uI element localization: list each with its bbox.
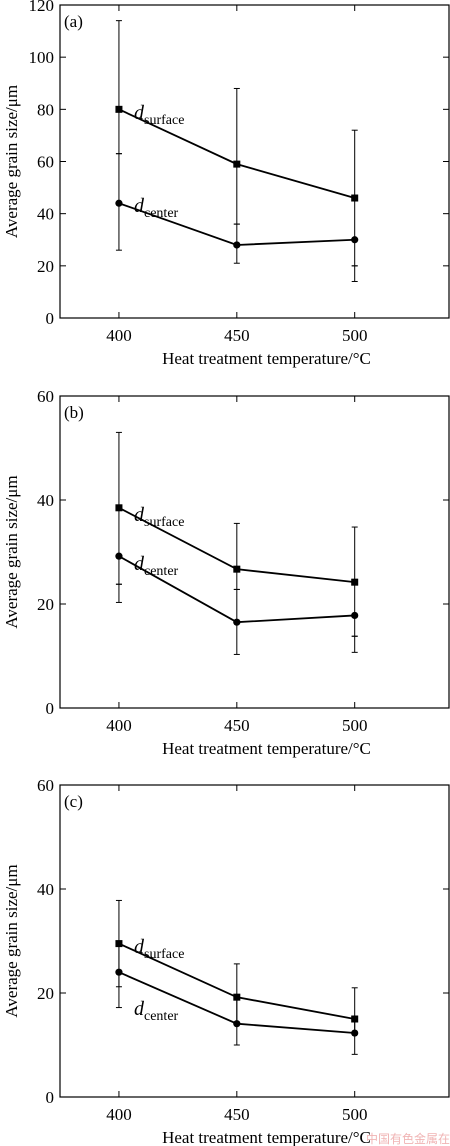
series-label: dcenter [134,195,179,221]
circle-marker [115,552,123,560]
y-tick-label: 20 [37,984,54,1003]
x-axis-label: Heat treatment temperature/°C [162,739,371,758]
x-tick-label: 400 [106,1105,132,1124]
y-tick-label: 20 [37,257,54,276]
x-tick-label: 500 [342,1105,368,1124]
series-label-base: d [134,504,145,526]
plot-frame [59,784,450,1098]
y-tick-label: 100 [29,48,55,67]
series-label-base: d [134,936,145,958]
square-marker [115,105,123,113]
y-tick-label: 60 [37,776,54,795]
chart-panel-b: 0 20 40 60 400 450 500 Heat treatment temperatu… [2,387,450,758]
circle-marker [115,968,123,976]
y-tick-label: 40 [37,491,54,510]
square-marker [351,578,359,586]
series-label-base: d [134,195,145,217]
circle-marker [351,1029,359,1037]
y-tick-label: 0 [46,1088,55,1107]
y-tick-label: 60 [37,153,54,172]
series-center: dcenter [115,943,359,1055]
y-tick-label: 80 [37,100,54,119]
x-axis-label: Heat treatment temperature/°C [162,349,371,368]
circle-marker [351,236,359,244]
series-label-sub: surface [144,113,184,128]
circle-marker [233,1020,241,1028]
series-label-sub: center [144,1009,179,1024]
series-label-sub: center [144,206,179,221]
square-marker [233,565,241,573]
circle-marker [233,241,241,249]
y-axis-label: Average grain size/μm [2,864,21,1017]
panel-label: (a) [64,12,83,31]
y-tick-label: 40 [37,205,54,224]
x-tick-label: 400 [106,326,132,345]
series-label: dsurface [134,936,184,962]
series-label-sub: center [144,564,179,579]
panel-label: (c) [64,792,83,811]
plot-frame [59,395,450,709]
series-label: dcenter [134,553,179,579]
x-tick-label: 450 [224,1105,250,1124]
square-marker [115,504,123,512]
x-tick-label: 450 [224,716,250,735]
y-axis-label: Average grain size/μm [2,475,21,628]
x-tick-label: 500 [342,716,368,735]
y-tick-label: 0 [46,309,55,328]
panel-label: (b) [64,403,84,422]
x-axis-label: Heat treatment temperature/°C [162,1128,371,1146]
chart-panel-a: 0 20 40 60 80 100 120 400 450 500 Heat treatment t… [2,0,450,368]
square-marker [351,194,359,202]
plot-frame [59,4,450,319]
x-tick-label: 450 [224,326,250,345]
series-center: dcenter [115,153,359,282]
series-label: dsurface [134,504,184,530]
series-center: dcenter [115,552,359,655]
series-label: dcenter [134,998,179,1024]
series-label-base: d [134,553,145,575]
circle-marker [233,618,241,626]
series-label-base: d [134,998,145,1020]
y-tick-label: 20 [37,595,54,614]
x-tick-label: 400 [106,716,132,735]
series-label-sub: surface [144,947,184,962]
y-tick-label: 120 [29,0,55,15]
square-marker [233,160,241,168]
y-tick-label: 60 [37,387,54,406]
y-tick-label: 0 [46,699,55,718]
circle-marker [115,199,123,207]
y-axis-label: Average grain size/μm [2,85,21,238]
x-tick-label: 500 [342,326,368,345]
circle-marker [351,611,359,620]
series-label: dsurface [134,102,184,128]
watermark-text: 中国有色金属在线 [366,1131,450,1146]
chart-panel-c: 0 20 40 60 400 450 500 Heat treatment temperatu… [2,776,450,1146]
series-label-sub: surface [144,515,184,530]
series-label-base: d [134,102,145,124]
y-tick-label: 40 [37,880,54,899]
